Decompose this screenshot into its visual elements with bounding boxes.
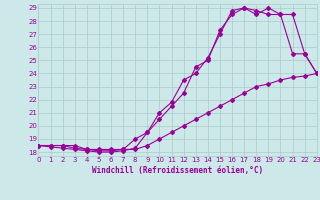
X-axis label: Windchill (Refroidissement éolien,°C): Windchill (Refroidissement éolien,°C) — [92, 166, 263, 175]
